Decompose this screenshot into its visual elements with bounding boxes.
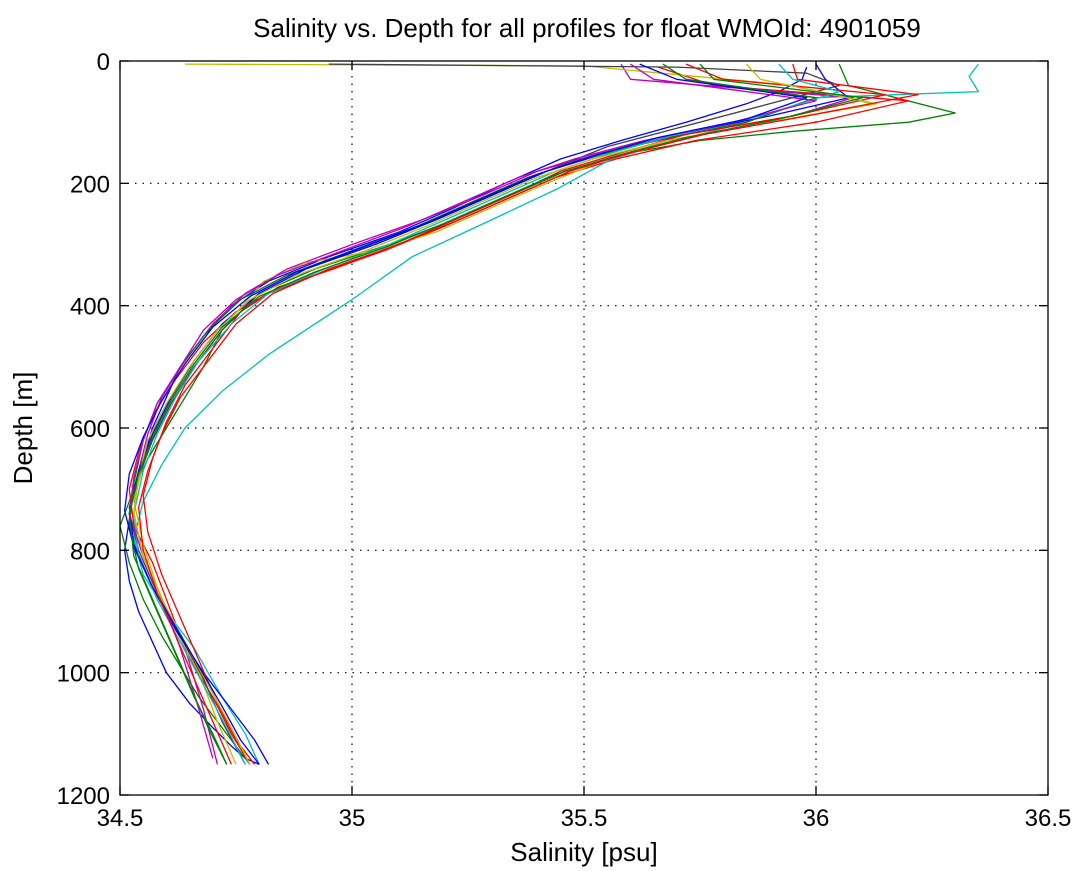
profile-line-16 [137, 63, 919, 765]
y-tick-label: 200 [70, 171, 110, 198]
profile-line-14 [123, 63, 808, 765]
profile-line-8 [128, 63, 850, 765]
x-tick-label: 35.5 [561, 805, 608, 832]
profile-line-6 [133, 63, 873, 765]
x-tick-label: 35 [339, 805, 366, 832]
profile-line-1 [123, 66, 808, 765]
profile-line-11 [133, 63, 840, 765]
grid-lines [120, 61, 1048, 795]
y-tick-label: 800 [70, 538, 110, 565]
profile-line-10 [142, 63, 887, 765]
profile-series [119, 63, 980, 765]
x-tick-label: 36 [803, 805, 830, 832]
y-tick-label: 400 [70, 294, 110, 321]
y-tick-label: 0 [97, 49, 110, 76]
profile-line-12 [128, 63, 817, 759]
profile-line-15 [128, 63, 864, 765]
chart-title: Salinity vs. Depth for all profiles for … [253, 13, 921, 43]
profile-line-9 [128, 63, 817, 765]
y-axis-title: Depth [m] [8, 372, 38, 485]
x-tick-label: 36.5 [1025, 805, 1072, 832]
y-tick-label: 600 [70, 416, 110, 443]
y-tick-label: 1000 [57, 661, 110, 688]
x-tick-label: 34.5 [97, 805, 144, 832]
x-axis-title: Salinity [psu] [510, 837, 657, 867]
profile-line-4 [133, 63, 980, 765]
profile-line-3 [128, 66, 910, 765]
axis-ticks: 34.5 35 35.5 36 36.5 0 200 400 600 800 1000 1200 [57, 49, 1072, 832]
profile-line-13 [133, 63, 877, 765]
profile-line-7 [128, 63, 840, 765]
profile-line-5 [133, 63, 854, 765]
y-tick-label: 1200 [57, 783, 110, 810]
